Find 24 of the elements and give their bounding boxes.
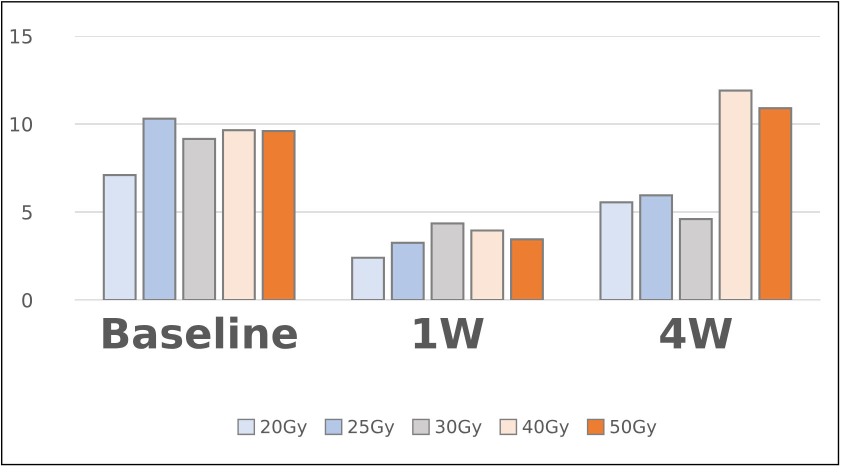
- bar: [142, 118, 176, 300]
- bar: [510, 238, 544, 300]
- bar: [758, 107, 792, 300]
- bar: [470, 229, 504, 300]
- bar: [639, 194, 674, 300]
- legend-label: 25Gy: [348, 420, 394, 437]
- x-tick-label: 1W: [414, 318, 484, 348]
- bar: [390, 242, 425, 300]
- x-tick-label: 4W: [660, 318, 732, 348]
- y-tick-label: 5: [22, 205, 32, 220]
- legend-label: 40Gy: [522, 420, 569, 437]
- y-tick-label: 15: [10, 29, 32, 44]
- y-tick-label: 0: [22, 292, 32, 308]
- bar: [599, 201, 634, 300]
- bar: [102, 174, 137, 300]
- legend-label: 30Gy: [436, 420, 482, 437]
- bar: [262, 130, 296, 300]
- legend-label: 20Gy: [261, 420, 307, 437]
- y-tick-label: 10: [10, 116, 32, 132]
- bar: [351, 256, 385, 300]
- legend-label: 50Gy: [610, 420, 656, 437]
- bar: [222, 129, 256, 300]
- x-tick-label: Baseline: [103, 316, 297, 349]
- bar: [718, 90, 753, 300]
